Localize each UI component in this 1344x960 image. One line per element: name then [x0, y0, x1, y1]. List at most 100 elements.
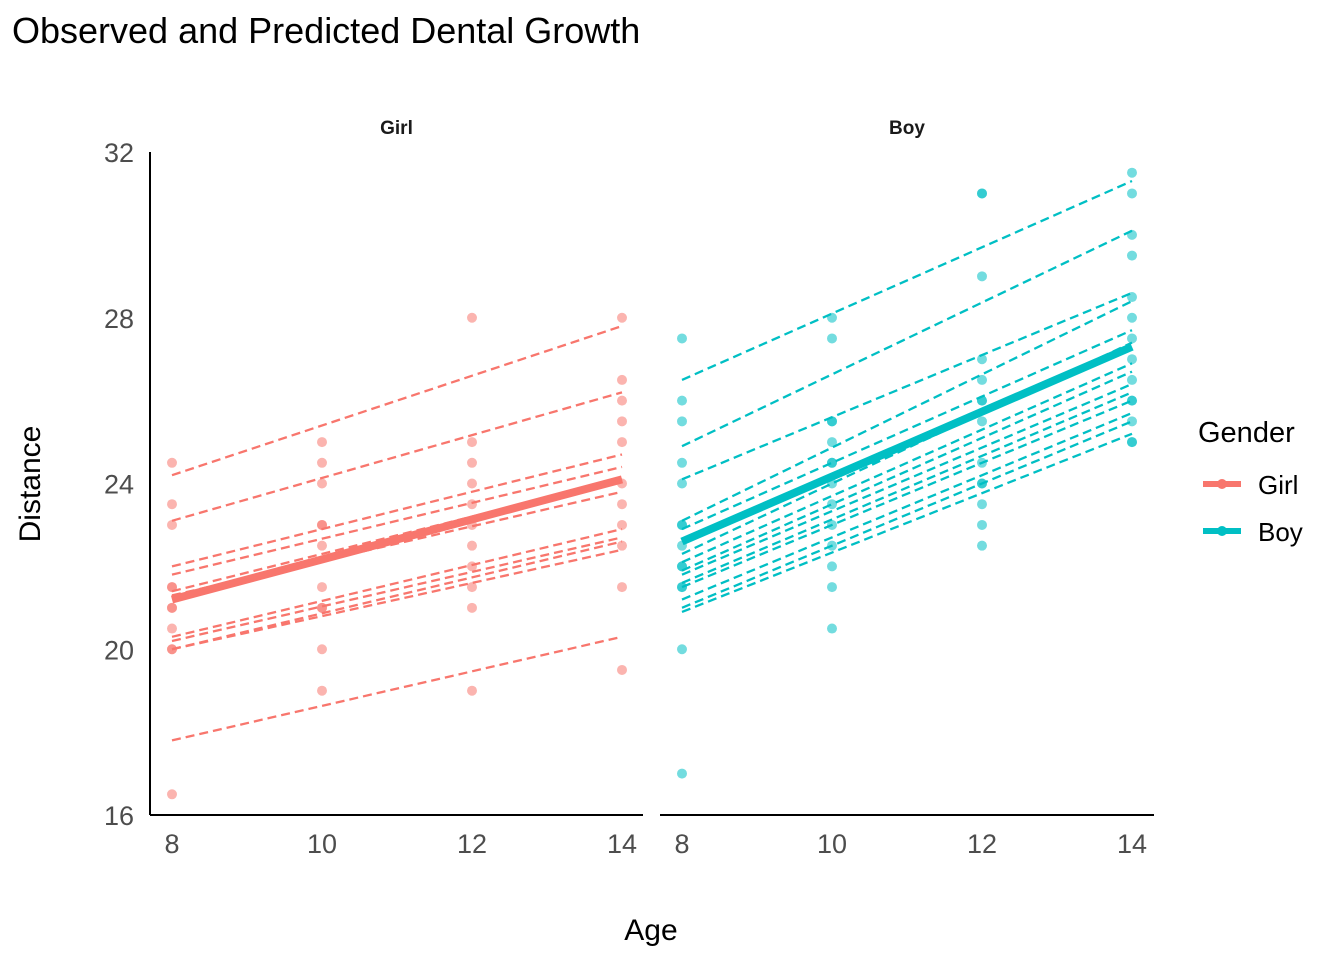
data-point-girl [167, 519, 177, 530]
data-point-boy [827, 437, 837, 448]
data-point-girl [467, 685, 477, 696]
legend-key-boy-point [1217, 526, 1227, 536]
data-point-boy [1127, 250, 1137, 261]
population-fit-line-girl [170, 475, 624, 604]
individual-fit-line-girl [171, 635, 623, 742]
data-point-girl [167, 457, 177, 468]
data-point-girl [317, 540, 327, 551]
data-point-boy [1127, 395, 1137, 406]
data-point-boy [1127, 312, 1137, 323]
individual-fit-line-boy [681, 420, 1133, 609]
data-point-boy [677, 333, 687, 344]
chart-title: Observed and Predicted Dental Growth [12, 10, 640, 51]
legend-item-girl: Girl [1203, 470, 1298, 500]
individual-fit-line-girl [171, 324, 623, 477]
x-axis-title: Age [624, 914, 677, 947]
x-tick-label-boy: 14 [1117, 829, 1147, 859]
individual-fit-line-boy [681, 432, 1133, 614]
individual-fit-line-girl [171, 536, 623, 643]
data-point-girl [167, 602, 177, 613]
individual-fit-line-boy [681, 399, 1133, 589]
strip-label-boy: Boy [889, 118, 925, 139]
individual-fit-line-boy [681, 391, 1133, 585]
individual-fit-line-boy [681, 329, 1133, 531]
data-point-boy [1127, 416, 1137, 427]
individual-fit-line-girl [171, 453, 623, 568]
data-point-girl [467, 602, 477, 613]
data-point-girl [467, 561, 477, 572]
individual-fit-line-girl [171, 391, 623, 522]
x-tick-label-boy: 12 [967, 829, 997, 859]
data-point-girl [317, 602, 327, 613]
legend-label-boy: Boy [1258, 517, 1303, 547]
data-point-boy [677, 478, 687, 489]
data-point-boy [677, 416, 687, 427]
y-tick-label: 28 [104, 304, 134, 334]
y-tick-label: 24 [104, 470, 134, 500]
data-point-boy [1127, 437, 1137, 448]
legend-title: Gender [1198, 417, 1295, 449]
data-point-girl [617, 582, 627, 593]
data-point-girl [167, 789, 177, 800]
data-point-boy [827, 582, 837, 593]
data-point-girl [467, 457, 477, 468]
y-tick-label: 16 [104, 801, 134, 831]
data-point-boy [1127, 354, 1137, 365]
individual-fit-line-boy [681, 370, 1133, 572]
data-point-boy [677, 768, 687, 779]
data-point-boy [977, 519, 987, 530]
data-point-girl [317, 644, 327, 655]
data-point-boy [677, 644, 687, 655]
individual-fit-line-boy [681, 362, 1133, 564]
data-point-boy [1127, 167, 1137, 178]
data-point-girl [317, 457, 327, 468]
data-point-girl [167, 499, 177, 510]
data-point-girl [617, 519, 627, 530]
y-tick-label: 32 [104, 138, 134, 168]
individual-fit-line-girl [171, 540, 623, 651]
data-point-boy [977, 271, 987, 282]
individual-fit-line-boy [681, 179, 1133, 381]
data-point-girl [617, 437, 627, 448]
legend-label-girl: Girl [1258, 470, 1298, 500]
data-point-boy [977, 354, 987, 365]
data-point-boy [827, 561, 837, 572]
data-point-girl [617, 499, 627, 510]
individual-fit-line-girl [171, 465, 623, 576]
individual-fit-line-girl [171, 548, 623, 651]
individual-fit-line-boy [681, 291, 1133, 481]
x-tick-label-girl: 14 [607, 829, 637, 859]
panel-boy: Boy 8 10 12 14 [660, 118, 1154, 859]
individual-fit-line-girl [171, 527, 623, 638]
individual-fit-line-boy [681, 382, 1133, 576]
y-tick-label: 20 [104, 635, 134, 665]
x-tick-label-girl: 8 [164, 829, 179, 859]
data-point-girl [317, 582, 327, 593]
data-point-boy [1127, 374, 1137, 385]
data-point-boy [827, 623, 837, 634]
data-point-girl [617, 664, 627, 675]
data-point-boy [827, 499, 837, 510]
data-point-boy [977, 499, 987, 510]
data-point-girl [317, 478, 327, 489]
data-point-girl [467, 499, 477, 510]
x-tick-label-girl: 12 [457, 829, 487, 859]
y-axis-title: Distance [14, 426, 47, 543]
data-point-girl [317, 437, 327, 448]
data-point-boy [1127, 188, 1137, 199]
panel-girl: Girl 16 20 24 28 32 8 10 12 14 [104, 118, 643, 859]
data-point-girl [467, 437, 477, 448]
data-point-boy [827, 333, 837, 344]
data-point-boy [677, 395, 687, 406]
data-point-boy [827, 457, 837, 468]
data-point-boy [977, 416, 987, 427]
data-point-girl [617, 374, 627, 385]
strip-label-girl: Girl [380, 118, 413, 139]
data-point-girl [617, 540, 627, 551]
legend-key-girl-point [1217, 479, 1227, 489]
data-point-boy [677, 457, 687, 468]
legend-item-boy: Boy [1203, 517, 1303, 547]
x-tick-label-boy: 10 [817, 829, 847, 859]
x-tick-label-boy: 8 [674, 829, 689, 859]
